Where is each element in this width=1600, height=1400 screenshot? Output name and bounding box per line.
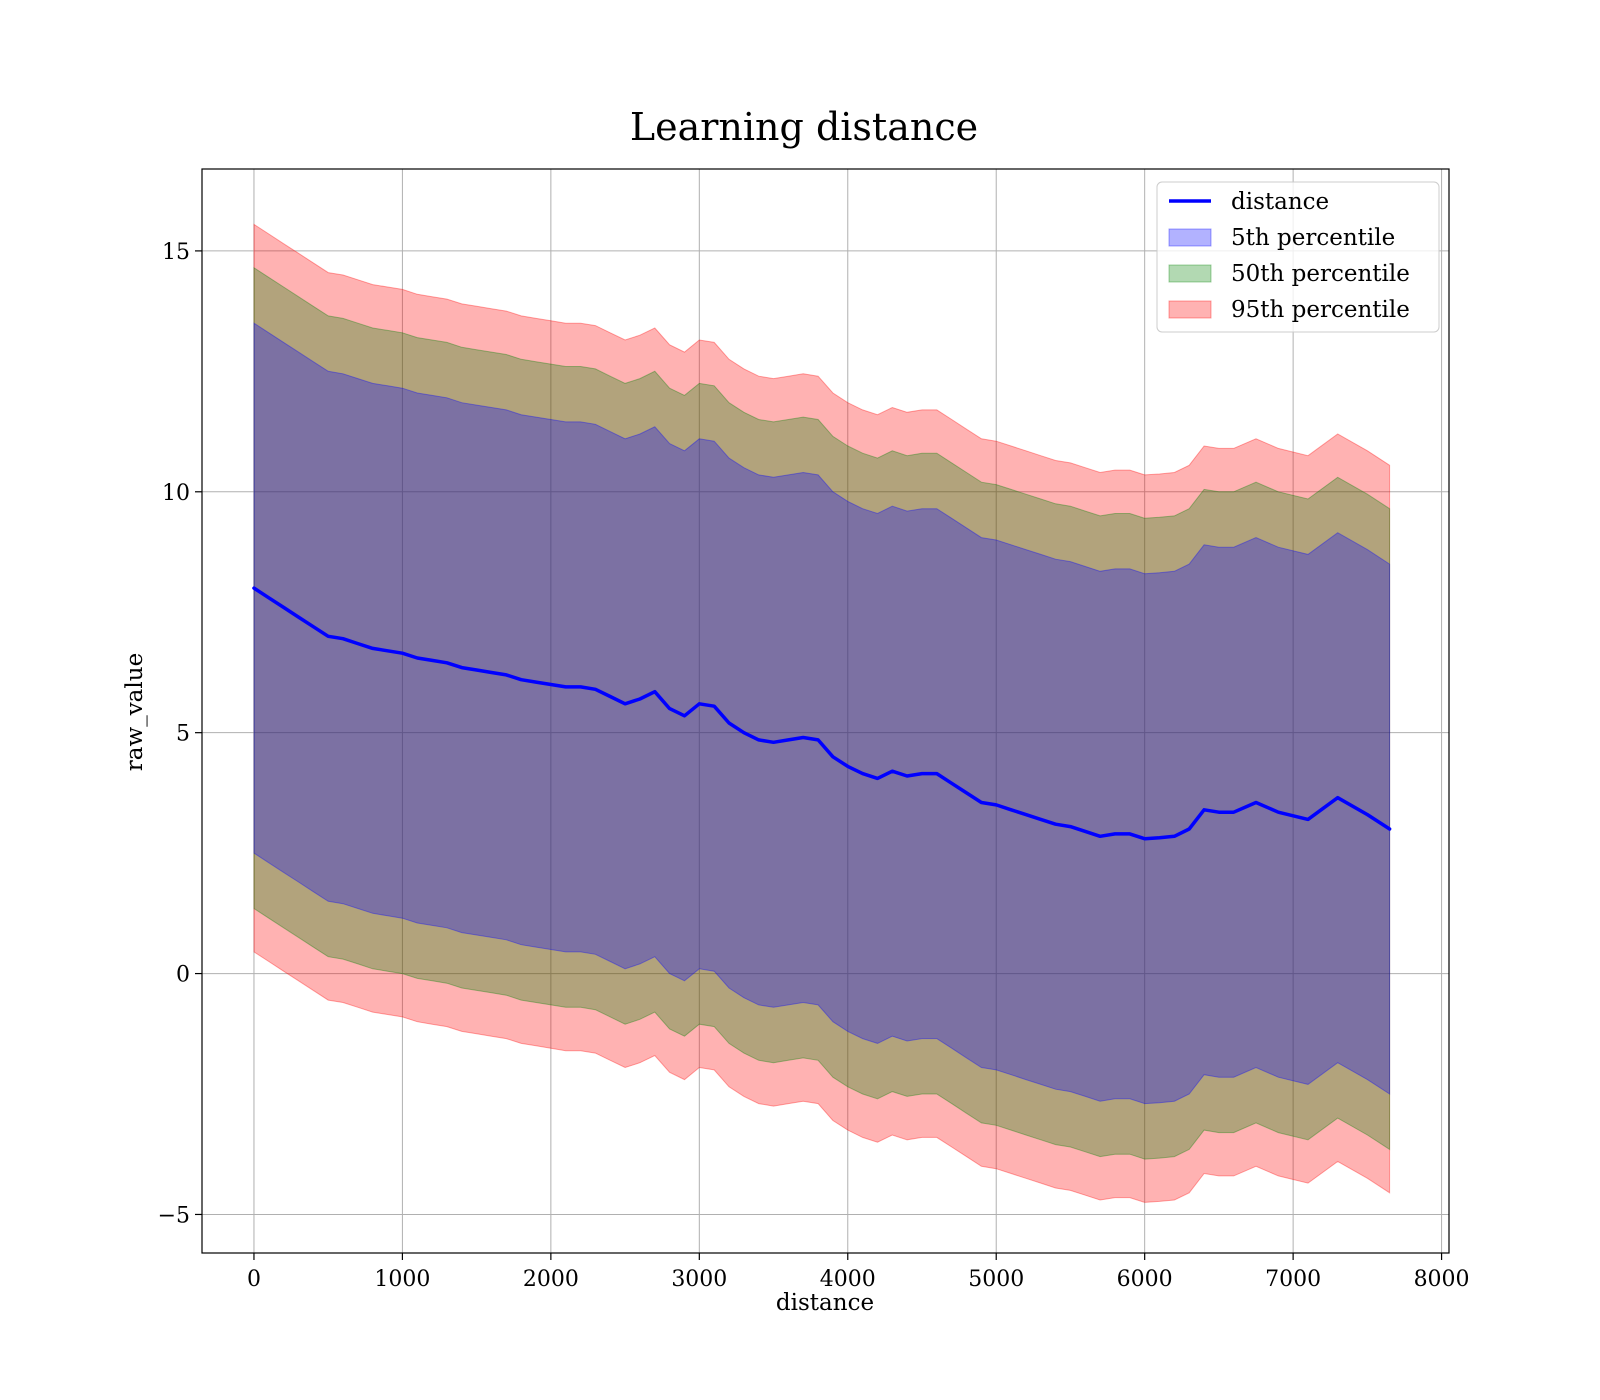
- band-5th-percentile: [253, 322, 1391, 1105]
- x-tick-label: 5000: [968, 1267, 1024, 1292]
- y-tick-label: 0: [176, 963, 190, 988]
- x-tick-label: 6000: [1117, 1267, 1173, 1292]
- legend: distance 5th percentile 50th percentile 95t…: [1156, 181, 1440, 333]
- legend-box: [1156, 181, 1440, 333]
- x-tick-label: 0: [247, 1267, 261, 1292]
- legend-swatch-95th-percentile: [1168, 300, 1212, 319]
- plot-frame: [201, 168, 1450, 1254]
- legend-swatch-50th-percentile: [1168, 264, 1212, 283]
- legend-label-5th-percentile: 5th percentile: [1231, 225, 1395, 251]
- legend-label-distance: distance: [1231, 189, 1329, 215]
- percentile-bands: [253, 223, 1391, 1203]
- x-tick-label: 3000: [671, 1267, 727, 1292]
- legend-label-50th-percentile: 50th percentile: [1231, 261, 1410, 287]
- x-tick-label: 8000: [1414, 1267, 1470, 1292]
- y-axis-title: raw_value: [122, 653, 148, 771]
- series-line-distance: [252, 586, 1392, 841]
- x-tick-label: 7000: [1265, 1267, 1321, 1292]
- band-50th-percentile: [253, 266, 1391, 1160]
- x-tick-label: 1000: [374, 1267, 430, 1292]
- y-tick-label: 10: [162, 481, 190, 506]
- y-axis-ticks: −5 0 5 10 15: [158, 240, 202, 1228]
- x-axis-title: distance: [776, 1290, 874, 1316]
- y-tick-label: −5: [158, 1203, 190, 1228]
- series-lines: [252, 586, 1392, 841]
- legend-label-95th-percentile: 95th percentile: [1231, 297, 1410, 323]
- band-95th-percentile: [253, 223, 1391, 1203]
- y-tick-label: 15: [162, 240, 190, 265]
- chart-title: Learning distance: [630, 105, 978, 149]
- x-tick-label: 2000: [523, 1267, 579, 1292]
- legend-swatch-5th-percentile: [1168, 228, 1212, 247]
- y-tick-label: 5: [176, 722, 190, 747]
- x-tick-label: 4000: [820, 1267, 876, 1292]
- x-axis-ticks: 0 1000 2000 3000 4000 5000 6000 7000 8000: [247, 1253, 1470, 1292]
